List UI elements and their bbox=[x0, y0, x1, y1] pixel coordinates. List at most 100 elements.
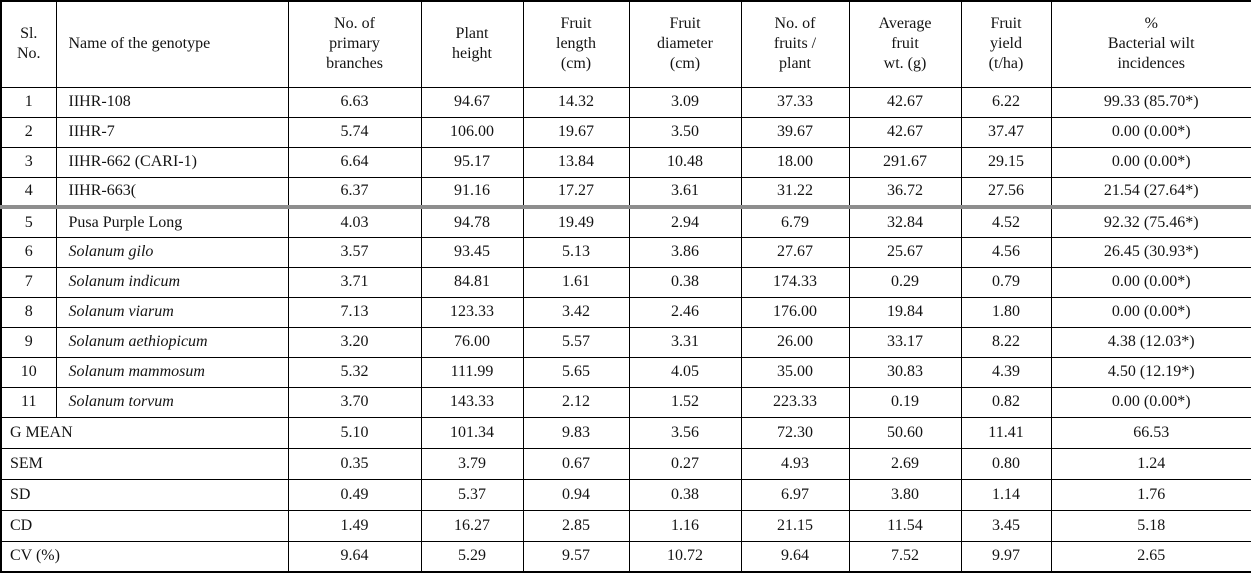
cell-value: 5.13 bbox=[522, 236, 630, 268]
cell-value: 4.39 bbox=[960, 356, 1052, 388]
cell-value: 0.79 bbox=[960, 266, 1052, 298]
summary-row: G MEAN 5.10 101.34 9.83 3.56 72.30 50.60 11.41 6… bbox=[0, 416, 1251, 449]
cell-value: 3.71 bbox=[287, 266, 422, 298]
cell-value: 0.00 (0.00*) bbox=[1050, 296, 1251, 328]
col-header-bacterial-wilt: % Bacterial wilt incidences bbox=[1050, 0, 1251, 88]
cell-value: 4.50 (12.19*) bbox=[1050, 356, 1251, 388]
cell-value: 4.52 bbox=[960, 206, 1052, 238]
cell-value: 0.38 bbox=[628, 266, 742, 298]
table-row: 7 Solanum indicum 3.71 84.81 1.61 0.38 174.33 0… bbox=[0, 266, 1251, 298]
table-row: 6 Solanum gilo 3.57 93.45 5.13 3.86 27.67 25.67… bbox=[0, 236, 1251, 268]
cell-sl-no: 5 bbox=[0, 206, 57, 238]
col-header-primary-branches: No. of primary branches bbox=[287, 0, 422, 88]
col-header-fruits-per-plant: No. of fruits / plant bbox=[740, 0, 850, 88]
col-header-genotype: Name of the genotype bbox=[55, 0, 289, 88]
cell-value: 0.38 bbox=[628, 478, 742, 511]
cell-value: 0.82 bbox=[960, 386, 1052, 418]
cell-genotype-name: Solanum torvum bbox=[55, 386, 289, 418]
cell-value: 101.34 bbox=[420, 416, 524, 449]
cell-value: 21.54 (27.64*) bbox=[1050, 176, 1251, 209]
cell-value: 1.61 bbox=[522, 266, 630, 298]
cell-value: 3.80 bbox=[848, 478, 962, 511]
cell-value: 0.00 (0.00*) bbox=[1050, 116, 1251, 148]
cell-value: 3.86 bbox=[628, 236, 742, 268]
cell-value: 94.67 bbox=[420, 86, 524, 118]
summary-row: CD 1.49 16.27 2.85 1.16 21.15 11.54 3.45 5.18 bbox=[0, 509, 1251, 542]
cell-value: 9.97 bbox=[960, 540, 1052, 573]
cell-value: 5.65 bbox=[522, 356, 630, 388]
summary-label: SD bbox=[0, 478, 289, 511]
cell-value: 174.33 bbox=[740, 266, 850, 298]
cell-value: 9.64 bbox=[740, 540, 850, 573]
cell-value: 6.63 bbox=[287, 86, 422, 118]
table-row: 8 Solanum viarum 7.13 123.33 3.42 2.46 176.00 1… bbox=[0, 296, 1251, 328]
cell-value: 2.46 bbox=[628, 296, 742, 328]
cell-value: 76.00 bbox=[420, 326, 524, 358]
cell-value: 3.56 bbox=[628, 416, 742, 449]
cell-value: 35.00 bbox=[740, 356, 850, 388]
cell-genotype-name: IIHR-663( bbox=[55, 176, 289, 209]
cell-value: 84.81 bbox=[420, 266, 524, 298]
cell-value: 42.67 bbox=[848, 116, 962, 148]
cell-sl-no: 10 bbox=[0, 356, 57, 388]
cell-value: 25.67 bbox=[848, 236, 962, 268]
cell-value: 14.32 bbox=[522, 86, 630, 118]
cell-value: 11.54 bbox=[848, 509, 962, 542]
cell-value: 5.37 bbox=[420, 478, 524, 511]
cell-value: 50.60 bbox=[848, 416, 962, 449]
cell-value: 111.99 bbox=[420, 356, 524, 388]
cell-value: 26.45 (30.93*) bbox=[1050, 236, 1251, 268]
cell-value: 123.33 bbox=[420, 296, 524, 328]
cell-value: 9.57 bbox=[522, 540, 630, 573]
cell-value: 0.49 bbox=[287, 478, 422, 511]
cell-value: 33.17 bbox=[848, 326, 962, 358]
cell-value: 0.35 bbox=[287, 447, 422, 480]
cell-value: 92.32 (75.46*) bbox=[1050, 206, 1251, 238]
cell-value: 291.67 bbox=[848, 146, 962, 178]
cell-value: 93.45 bbox=[420, 236, 524, 268]
cell-value: 1.52 bbox=[628, 386, 742, 418]
cell-value: 6.79 bbox=[740, 206, 850, 238]
table-body: 1 IIHR-108 6.63 94.67 14.32 3.09 37.33 42.67 6.2… bbox=[0, 86, 1251, 573]
cell-value: 9.83 bbox=[522, 416, 630, 449]
cell-value: 3.70 bbox=[287, 386, 422, 418]
cell-value: 30.83 bbox=[848, 356, 962, 388]
col-header-fruit-length: Fruit length (cm) bbox=[522, 0, 630, 88]
cell-value: 19.84 bbox=[848, 296, 962, 328]
cell-value: 2.69 bbox=[848, 447, 962, 480]
cell-value: 91.16 bbox=[420, 176, 524, 209]
cell-value: 9.64 bbox=[287, 540, 422, 573]
cell-value: 37.33 bbox=[740, 86, 850, 118]
cell-value: 5.10 bbox=[287, 416, 422, 449]
cell-sl-no: 2 bbox=[0, 116, 57, 148]
summary-label: CV (%) bbox=[0, 540, 289, 573]
cell-value: 2.12 bbox=[522, 386, 630, 418]
cell-value: 19.67 bbox=[522, 116, 630, 148]
cell-value: 3.09 bbox=[628, 86, 742, 118]
cell-genotype-name: Solanum viarum bbox=[55, 296, 289, 328]
cell-value: 36.72 bbox=[848, 176, 962, 209]
cell-genotype-name: Solanum gilo bbox=[55, 236, 289, 268]
cell-value: 1.16 bbox=[628, 509, 742, 542]
cell-value: 11.41 bbox=[960, 416, 1052, 449]
cell-value: 21.15 bbox=[740, 509, 850, 542]
cell-value: 0.67 bbox=[522, 447, 630, 480]
cell-value: 4.03 bbox=[287, 206, 422, 238]
table-row: 5 Pusa Purple Long 4.03 94.78 19.49 2.94 6.79 3… bbox=[0, 206, 1251, 238]
cell-sl-no: 11 bbox=[0, 386, 57, 418]
cell-value: 7.52 bbox=[848, 540, 962, 573]
cell-value: 0.29 bbox=[848, 266, 962, 298]
cell-value: 3.79 bbox=[420, 447, 524, 480]
cell-value: 27.67 bbox=[740, 236, 850, 268]
cell-value: 94.78 bbox=[420, 206, 524, 238]
table-row: 9 Solanum aethiopicum 3.20 76.00 5.57 3.31 26.… bbox=[0, 326, 1251, 358]
cell-value: 6.22 bbox=[960, 86, 1052, 118]
cell-value: 95.17 bbox=[420, 146, 524, 178]
cell-value: 66.53 bbox=[1050, 416, 1251, 449]
cell-value: 19.49 bbox=[522, 206, 630, 238]
cell-value: 6.97 bbox=[740, 478, 850, 511]
cell-value: 37.47 bbox=[960, 116, 1052, 148]
cell-value: 0.94 bbox=[522, 478, 630, 511]
table-row: 11 Solanum torvum 3.70 143.33 2.12 1.52 223.33… bbox=[0, 386, 1251, 418]
cell-value: 16.27 bbox=[420, 509, 524, 542]
